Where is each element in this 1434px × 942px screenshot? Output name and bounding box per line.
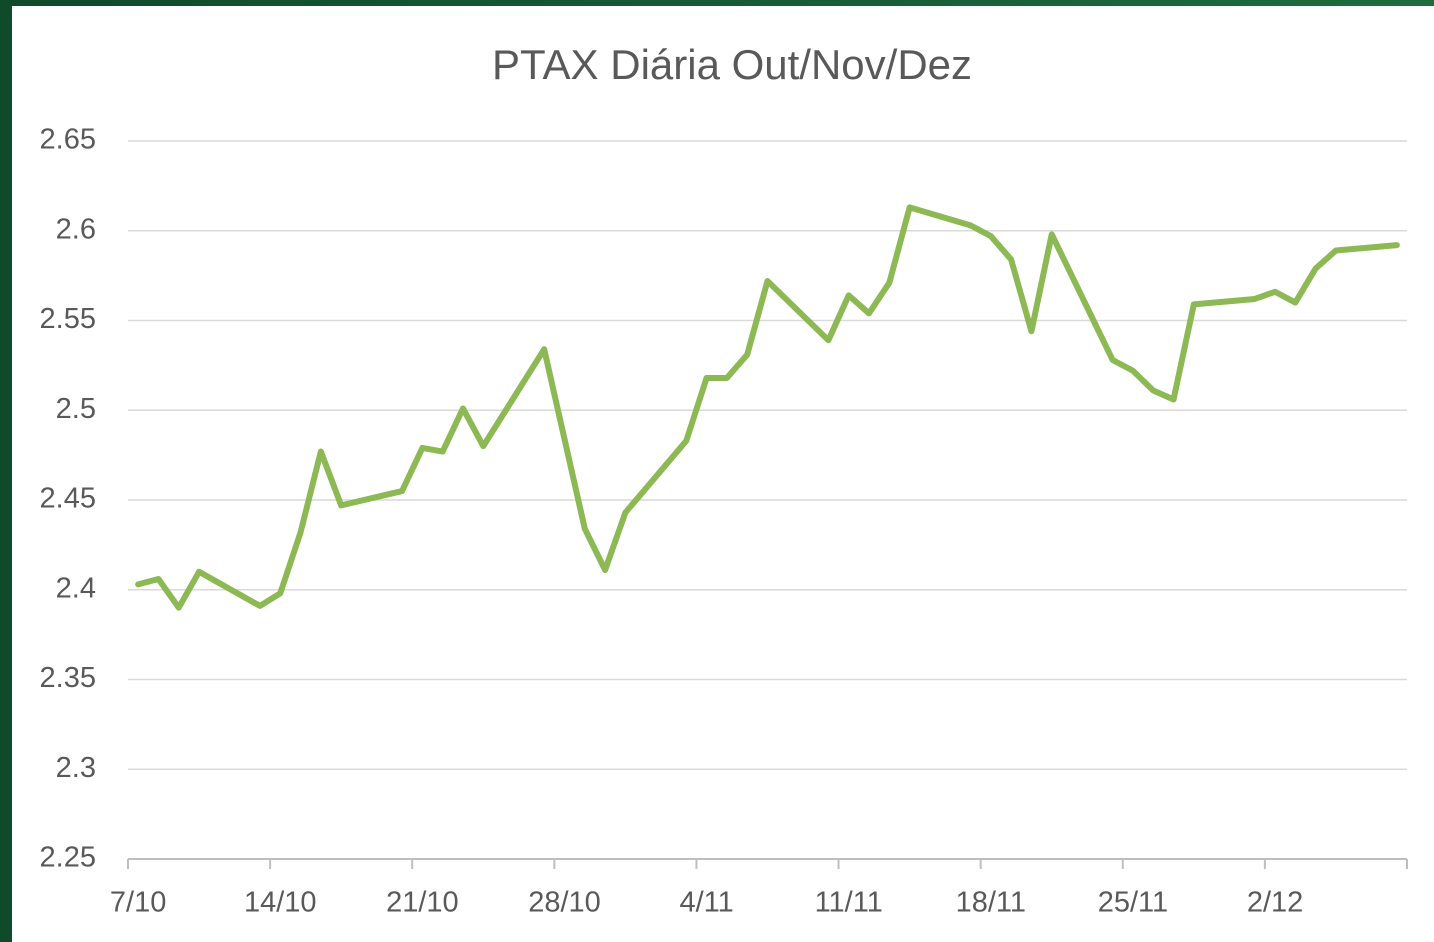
y-tick-label: 2.25	[40, 842, 96, 874]
x-tick-label: 4/11	[679, 887, 733, 919]
series-line	[135, 204, 1400, 611]
y-tick-label: 2.5	[56, 393, 96, 425]
y-tick-label: 2.55	[40, 303, 96, 335]
chart: PTAX Diária Out/Nov/Dez 2.25 2.3 2.35 2.4 2.…	[12, 6, 1434, 942]
x-tick-label: 21/10	[386, 887, 459, 919]
x-tick-label: 28/10	[528, 887, 601, 919]
x-tick-label: 25/11	[1098, 887, 1168, 919]
y-tick-label: 2.3	[56, 752, 96, 784]
chart-title: PTAX Diária Out/Nov/Dez	[492, 41, 972, 88]
y-tick-label: 2.35	[40, 662, 96, 694]
y-tick-label: 2.45	[40, 483, 96, 515]
x-tick-label: 7/10	[110, 887, 166, 919]
y-tick-label: 2.6	[56, 213, 96, 245]
y-tick-label: 2.65	[40, 124, 96, 156]
x-tick-label: 14/10	[244, 887, 317, 919]
y-tick-label: 2.4	[56, 572, 96, 604]
x-tick-label: 11/11	[815, 887, 883, 919]
x-tick-label: 2/12	[1247, 887, 1303, 919]
x-tick-label: 18/11	[956, 887, 1026, 919]
